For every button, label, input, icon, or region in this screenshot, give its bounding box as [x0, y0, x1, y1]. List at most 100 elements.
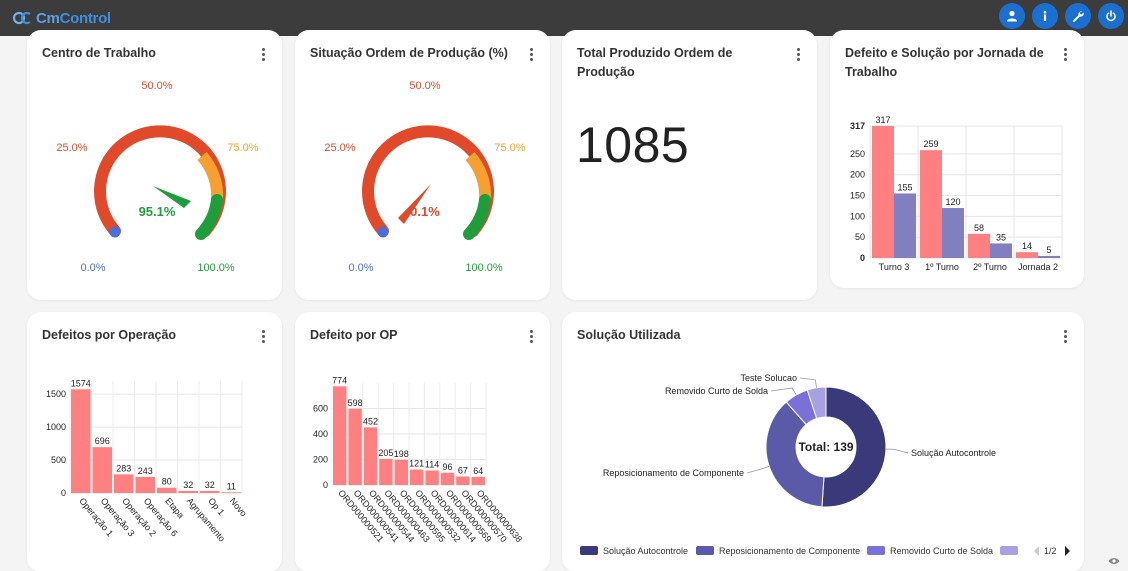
- bar: [920, 150, 942, 258]
- chart-op: 0200400600774ORD000000521598ORD000000541…: [313, 375, 524, 544]
- card-title: Total Produzido Ordem de Produção: [577, 44, 732, 82]
- slice-label: Solução Autocontrole: [911, 448, 996, 458]
- data-label: 5: [1046, 245, 1051, 255]
- x-tick-label: Op 1: [206, 496, 226, 517]
- y-tick-label: 500: [51, 455, 66, 465]
- wrench-icon: [1073, 11, 1084, 22]
- card-title-line1: Defeito e Solução por Jornada de: [845, 46, 1044, 60]
- data-label: 64: [473, 466, 483, 476]
- bar: [872, 126, 894, 258]
- gauge-tick-50: 50.0%: [409, 80, 440, 92]
- data-label: 317: [875, 115, 890, 125]
- gauge-needle: [398, 184, 431, 224]
- card-menu-kebab-icon[interactable]: [528, 48, 534, 62]
- bar: [363, 427, 378, 485]
- card-defeito-jornada: Defeito e Solução por Jornada de Trabalh…: [830, 30, 1084, 288]
- bar: [990, 243, 1012, 258]
- gauge-tick-50: 50.0%: [141, 80, 172, 92]
- card-title: Centro de Trabalho: [42, 46, 156, 60]
- bar: [157, 487, 177, 493]
- card-title-line2: Trabalho: [845, 65, 898, 79]
- power-icon: [1106, 10, 1116, 22]
- legend-page-indicator: 1/2: [1044, 546, 1057, 556]
- info-button[interactable]: [1032, 3, 1058, 29]
- bar: [894, 193, 916, 258]
- card-menu-kebab-icon[interactable]: [1062, 330, 1068, 344]
- app-logo[interactable]: CmControl: [12, 9, 111, 27]
- visibility-eye-icon[interactable]: [1108, 557, 1120, 565]
- user-icon: [1007, 10, 1017, 22]
- gauge-start-dot: [377, 226, 389, 238]
- y-tick-label: 250: [850, 149, 865, 159]
- data-label: 598: [348, 398, 363, 408]
- card-title: Defeitos por Operação: [42, 328, 177, 342]
- card-situacao-ordem: Situação Ordem de Produção (%) 0.1% 50.0…: [295, 30, 550, 300]
- bar: [394, 459, 408, 485]
- card-defeitos-operacao: Defeitos por Operação 0 500 1000 1500 1574 Op…: [27, 312, 282, 571]
- card-title-line1: Total Produzido Ordem de: [577, 46, 733, 60]
- x-tick-label: 1º Turno: [925, 262, 959, 272]
- gauge-situacao: 0.1% 50.0% 25.0% 75.0% 0.0% 100.0%: [324, 80, 525, 274]
- y-tick-label: 200: [850, 170, 865, 180]
- data-label: 67: [458, 465, 468, 475]
- gauge-centro: 95.1% 50.0% 25.0% 75.0% 0.0% 100.0%: [56, 80, 258, 274]
- chart-jornada: 0 50 100 150 200 250 317 317 155 Turno 3 259 120 1º …: [850, 115, 1063, 272]
- slice-label: Removido Curto de Solda: [665, 386, 768, 396]
- card-defeito-op: Defeito por OP 0 200 400 600 774 ORD000000521…: [295, 312, 550, 571]
- data-label: 80: [162, 477, 172, 487]
- data-label: 120: [945, 197, 960, 207]
- gauge-arc-green: [195, 194, 223, 240]
- y-tick-label: 0: [860, 253, 865, 263]
- card-menu-kebab-icon[interactable]: [528, 330, 534, 344]
- card-title: Solução Utilizada: [577, 328, 681, 342]
- gauge-start-dot: [109, 226, 121, 238]
- gauge-value: 95.1%: [139, 204, 176, 219]
- bar: [178, 490, 198, 493]
- x-tick-label: 2º Turno: [973, 262, 1007, 272]
- bar: [440, 472, 455, 485]
- data-label: 58: [974, 223, 984, 233]
- settings-button[interactable]: [1065, 3, 1091, 29]
- x-tick-label: Jornada 2: [1018, 262, 1058, 272]
- data-label: 696: [95, 436, 110, 446]
- slice-label: Reposicionamento de Componente: [603, 468, 744, 478]
- logo-mark-icon: [12, 11, 31, 25]
- card-menu-kebab-icon[interactable]: [260, 330, 266, 344]
- bar: [410, 469, 424, 485]
- legend-swatch: [580, 546, 598, 555]
- data-label: 198: [394, 449, 409, 459]
- total-value: 1085: [576, 117, 690, 173]
- bar: [942, 208, 964, 258]
- card-centro-trabalho: Centro de Trabalho 95.1% 50.0% 25.0% 75.…: [27, 30, 282, 300]
- y-tick-label: 50: [855, 232, 865, 242]
- data-label: 259: [923, 139, 938, 149]
- pie-slice: [806, 386, 827, 420]
- logout-button[interactable]: [1098, 3, 1124, 29]
- bar: [1016, 252, 1038, 258]
- bar: [114, 474, 134, 493]
- legend-swatch: [1000, 546, 1018, 555]
- card-menu-kebab-icon[interactable]: [260, 48, 266, 62]
- user-button[interactable]: [999, 3, 1025, 29]
- card-menu-kebab-icon[interactable]: [795, 48, 801, 62]
- data-label: 96: [442, 462, 452, 472]
- pie-slice: [821, 386, 887, 508]
- gauge-tick-100: 100.0%: [465, 262, 503, 274]
- card-menu-kebab-icon[interactable]: [1062, 48, 1068, 62]
- info-icon: [1043, 10, 1047, 21]
- logo-text: CmControl: [36, 9, 111, 27]
- y-tick-label: 200: [313, 455, 328, 465]
- legend-next-icon: [1065, 546, 1070, 556]
- data-label: 121: [409, 459, 424, 469]
- data-label: 32: [205, 480, 215, 490]
- leader-line: [799, 377, 817, 388]
- legend-swatch: [867, 546, 885, 555]
- bar: [200, 490, 220, 493]
- bar: [92, 447, 112, 493]
- legend-swatch: [696, 546, 714, 555]
- card-total-produzido: Total Produzido Ordem de Produção 1085: [562, 30, 817, 300]
- card-solucao-utilizada: Solução Utilizada Solução Autocontrole Re…: [562, 312, 1084, 571]
- gauge-tick-100: 100.0%: [197, 262, 235, 274]
- data-label: 155: [897, 182, 912, 192]
